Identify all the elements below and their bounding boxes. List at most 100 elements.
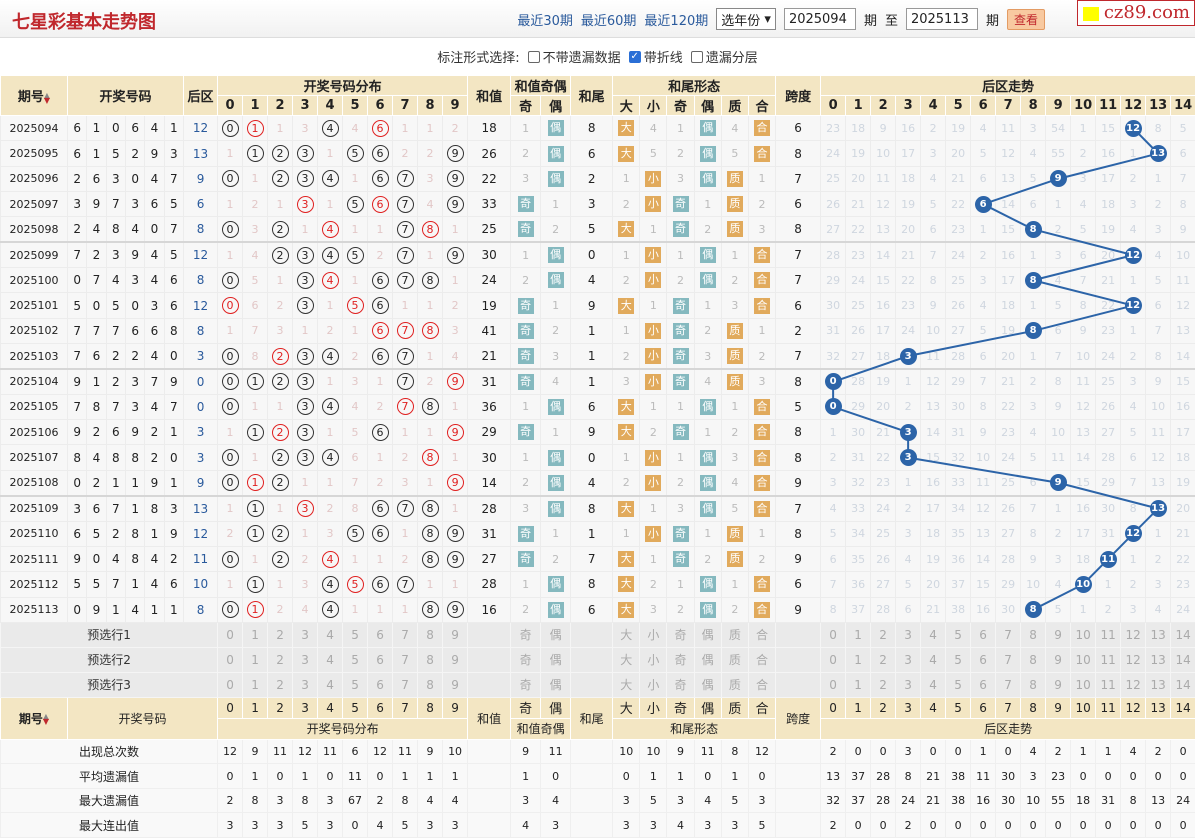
preselect-back-digit[interactable]: 0 [820, 671, 847, 698]
preselect-back-digit[interactable]: 2 [870, 621, 897, 648]
preselect-back-digit[interactable]: 10 [1070, 671, 1097, 698]
preselect-digit[interactable]: 2 [267, 621, 294, 648]
period-header[interactable]: 期号▲ ▼ [0, 696, 68, 740]
preselect-oe[interactable]: 偶 [540, 646, 572, 673]
preselect-digit[interactable]: 3 [292, 621, 319, 648]
preselect-back-digit[interactable]: 13 [1145, 621, 1172, 648]
preselect-digit[interactable]: 6 [367, 621, 394, 648]
preselect-digit[interactable]: 3 [292, 671, 319, 698]
from-period-input[interactable]: 2025094 [783, 8, 856, 30]
preselect-back-digit[interactable]: 7 [995, 621, 1022, 648]
preselect-back-digit[interactable]: 0 [820, 621, 847, 648]
preselect-form[interactable]: 小 [639, 646, 668, 673]
query-button[interactable]: 查看 [1006, 8, 1045, 30]
preselect-back-digit[interactable]: 1 [845, 621, 872, 648]
preselect-digit[interactable]: 7 [392, 621, 419, 648]
option-omission-layers[interactable]: 遗漏分层 [690, 47, 758, 66]
preselect-digit[interactable]: 8 [417, 646, 444, 673]
preselect-form[interactable]: 偶 [693, 646, 722, 673]
preselect-digit[interactable]: 5 [342, 621, 369, 648]
preselect-back-digit[interactable]: 14 [1170, 621, 1195, 648]
preselect-back-digit[interactable]: 10 [1070, 646, 1097, 673]
preselect-back-digit[interactable]: 3 [895, 646, 922, 673]
preselect-back-digit[interactable]: 14 [1170, 646, 1195, 673]
preselect-digit[interactable]: 7 [392, 671, 419, 698]
preselect-back-digit[interactable]: 12 [1120, 671, 1147, 698]
year-select[interactable]: 选年份 ▾ [716, 8, 776, 30]
preselect-form[interactable]: 大 [612, 621, 641, 648]
preselect-oe[interactable]: 奇 [510, 621, 542, 648]
preselect-back-digit[interactable]: 6 [970, 671, 997, 698]
preselect-back-digit[interactable]: 4 [920, 621, 947, 648]
preselect-digit[interactable]: 4 [317, 646, 344, 673]
to-period-input[interactable]: 2025113 [905, 8, 978, 30]
preselect-form[interactable]: 大 [612, 671, 641, 698]
preselect-digit[interactable]: 6 [367, 646, 394, 673]
preselect-back-digit[interactable]: 8 [1020, 671, 1047, 698]
preselect-form[interactable]: 偶 [693, 621, 722, 648]
preselect-form[interactable]: 合 [747, 646, 777, 673]
preselect-digit[interactable]: 1 [242, 671, 269, 698]
preselect-back-digit[interactable]: 8 [1020, 621, 1047, 648]
preselect-form[interactable]: 大 [612, 646, 641, 673]
preselect-digit[interactable]: 0 [217, 621, 244, 648]
preselect-digit[interactable]: 5 [342, 646, 369, 673]
preselect-back-digit[interactable]: 11 [1095, 671, 1122, 698]
preselect-back-digit[interactable]: 3 [895, 671, 922, 698]
preselect-back-digit[interactable]: 4 [920, 646, 947, 673]
checkbox-checked[interactable]: ✓ [628, 50, 641, 63]
preselect-digit[interactable]: 0 [217, 671, 244, 698]
preselect-back-digit[interactable]: 5 [945, 621, 972, 648]
preselect-form[interactable]: 质 [720, 671, 749, 698]
preselect-digit[interactable]: 8 [417, 621, 444, 648]
option-no-omission[interactable]: 不带遗漏数据 [527, 47, 621, 66]
preselect-back-digit[interactable]: 9 [1045, 671, 1072, 698]
recent-30-link[interactable]: 最近30期 [517, 13, 573, 29]
preselect-digit[interactable]: 4 [317, 621, 344, 648]
checkbox[interactable] [527, 50, 540, 63]
preselect-back-digit[interactable]: 2 [870, 671, 897, 698]
preselect-digit[interactable]: 3 [292, 646, 319, 673]
preselect-back-digit[interactable]: 13 [1145, 646, 1172, 673]
preselect-back-digit[interactable]: 11 [1095, 621, 1122, 648]
preselect-back-digit[interactable]: 2 [870, 646, 897, 673]
preselect-form[interactable]: 质 [720, 621, 749, 648]
preselect-form[interactable]: 奇 [666, 621, 695, 648]
preselect-oe[interactable]: 奇 [510, 646, 542, 673]
preselect-back-digit[interactable]: 1 [845, 646, 872, 673]
preselect-back-digit[interactable]: 3 [895, 621, 922, 648]
preselect-digit[interactable]: 8 [417, 671, 444, 698]
preselect-form[interactable]: 合 [747, 621, 777, 648]
preselect-digit[interactable]: 5 [342, 671, 369, 698]
preselect-back-digit[interactable]: 7 [995, 646, 1022, 673]
checkbox[interactable] [690, 50, 703, 63]
preselect-form[interactable]: 小 [639, 621, 668, 648]
preselect-digit[interactable]: 9 [442, 671, 469, 698]
sort-arrows-icon[interactable]: ▲ ▼ [42, 712, 50, 727]
recent-60-link[interactable]: 最近60期 [580, 13, 637, 29]
preselect-digit[interactable]: 4 [317, 671, 344, 698]
preselect-digit[interactable]: 9 [442, 621, 469, 648]
sort-arrows-icon[interactable]: ▲ ▼ [43, 90, 51, 105]
preselect-back-digit[interactable]: 6 [970, 621, 997, 648]
preselect-digit[interactable]: 2 [267, 646, 294, 673]
preselect-oe[interactable]: 偶 [540, 671, 572, 698]
preselect-digit[interactable]: 6 [367, 671, 394, 698]
preselect-back-digit[interactable]: 9 [1045, 646, 1072, 673]
preselect-digit[interactable]: 7 [392, 646, 419, 673]
preselect-digit[interactable]: 1 [242, 646, 269, 673]
preselect-oe[interactable]: 奇 [510, 671, 542, 698]
preselect-back-digit[interactable]: 7 [995, 671, 1022, 698]
preselect-digit[interactable]: 9 [442, 646, 469, 673]
preselect-form[interactable]: 奇 [666, 646, 695, 673]
preselect-back-digit[interactable]: 8 [1020, 646, 1047, 673]
preselect-back-digit[interactable]: 6 [970, 646, 997, 673]
preselect-back-digit[interactable]: 5 [945, 671, 972, 698]
preselect-back-digit[interactable]: 13 [1145, 671, 1172, 698]
preselect-form[interactable]: 质 [720, 646, 749, 673]
preselect-back-digit[interactable]: 5 [945, 646, 972, 673]
preselect-digit[interactable]: 1 [242, 621, 269, 648]
preselect-oe[interactable]: 偶 [540, 621, 572, 648]
recent-120-link[interactable]: 最近120期 [644, 13, 709, 29]
preselect-back-digit[interactable]: 12 [1120, 621, 1147, 648]
